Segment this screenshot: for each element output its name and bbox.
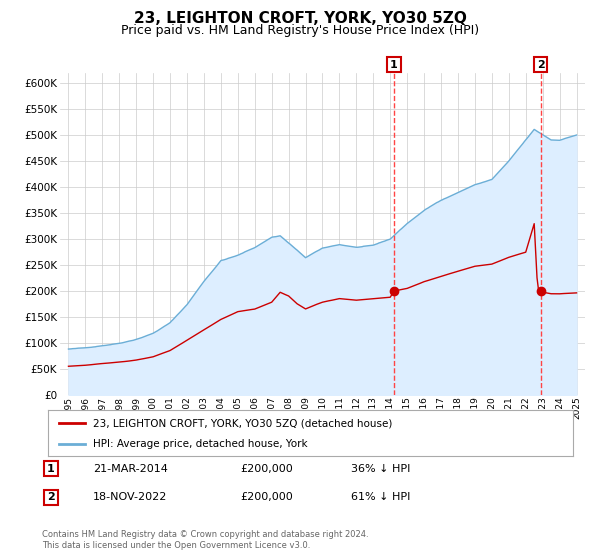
Text: 1: 1 xyxy=(390,59,398,69)
Text: £200,000: £200,000 xyxy=(240,492,293,502)
Text: 23, LEIGHTON CROFT, YORK, YO30 5ZQ (detached house): 23, LEIGHTON CROFT, YORK, YO30 5ZQ (deta… xyxy=(92,418,392,428)
Text: HPI: Average price, detached house, York: HPI: Average price, detached house, York xyxy=(92,438,307,449)
Text: £200,000: £200,000 xyxy=(240,464,293,474)
Text: 21-MAR-2014: 21-MAR-2014 xyxy=(93,464,168,474)
Text: This data is licensed under the Open Government Licence v3.0.: This data is licensed under the Open Gov… xyxy=(42,541,310,550)
Text: Contains HM Land Registry data © Crown copyright and database right 2024.: Contains HM Land Registry data © Crown c… xyxy=(42,530,368,539)
Text: 2: 2 xyxy=(537,59,545,69)
Text: 1: 1 xyxy=(47,464,55,474)
Text: 2: 2 xyxy=(47,492,55,502)
Text: 18-NOV-2022: 18-NOV-2022 xyxy=(93,492,167,502)
Text: Price paid vs. HM Land Registry's House Price Index (HPI): Price paid vs. HM Land Registry's House … xyxy=(121,24,479,36)
Text: 23, LEIGHTON CROFT, YORK, YO30 5ZQ: 23, LEIGHTON CROFT, YORK, YO30 5ZQ xyxy=(134,11,466,26)
Text: 61% ↓ HPI: 61% ↓ HPI xyxy=(351,492,410,502)
Text: 36% ↓ HPI: 36% ↓ HPI xyxy=(351,464,410,474)
